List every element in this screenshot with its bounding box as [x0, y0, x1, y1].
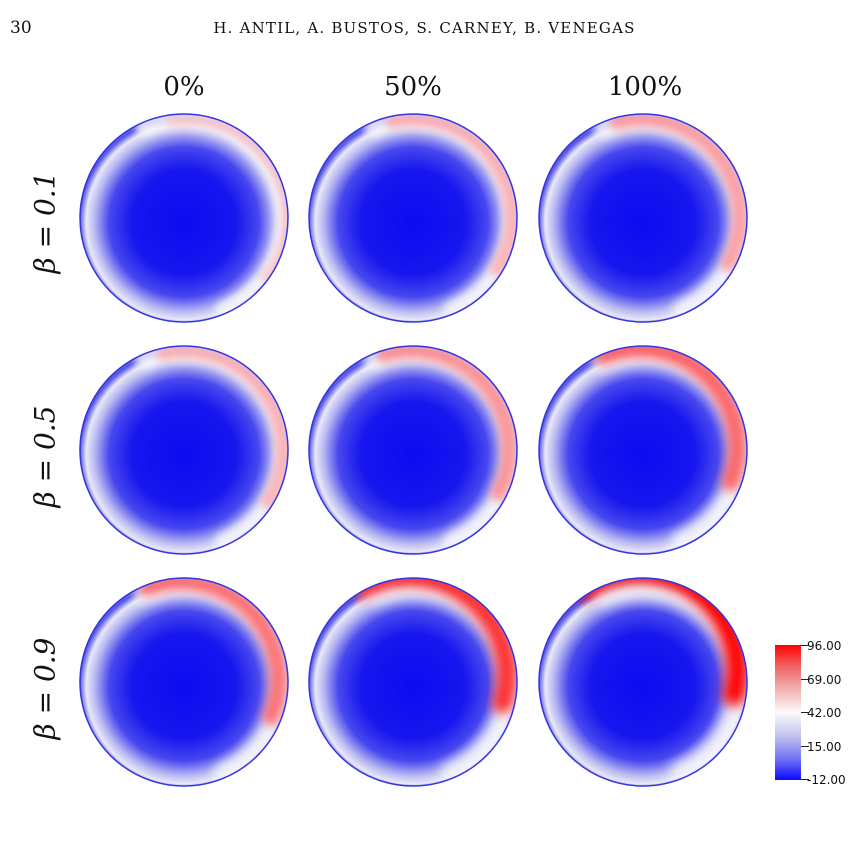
colorbar-tick: [801, 712, 809, 713]
disk-heatmap: [79, 577, 289, 787]
hot-band: [385, 114, 517, 277]
disk-heatmap: [308, 345, 518, 555]
row-label-beta-0.5: β = 0.5: [28, 405, 62, 508]
disk-field: [309, 346, 517, 554]
heatmap-panel: [75, 111, 293, 325]
disk-field: [539, 346, 747, 554]
hot-band: [609, 114, 747, 272]
disk-rim: [308, 113, 518, 323]
colorbar-label-min: -12.00: [807, 773, 846, 787]
disk-heatmap: [308, 113, 518, 323]
disk-heatmap: [79, 113, 289, 323]
disk-rim: [538, 113, 748, 323]
heatmap-panel: [75, 343, 293, 557]
heatmap-panel: [534, 575, 752, 789]
disk-field: [539, 578, 747, 786]
disk-field: [309, 578, 517, 786]
column-header-100: 100%: [607, 72, 683, 102]
row-label-beta-0.1: β = 0.1: [28, 171, 62, 274]
disk-rim: [538, 345, 748, 555]
disk-heatmap: [308, 577, 518, 787]
heatmap-panel: [304, 111, 522, 325]
hot-band: [352, 578, 517, 714]
disk-heatmap: [538, 113, 748, 323]
colorbar-label-max: 96.00: [807, 639, 842, 653]
colorbar-tick: [801, 746, 809, 747]
disk-rim: [79, 577, 289, 787]
heatmap-panel: [534, 343, 752, 557]
colorbar: [775, 645, 801, 780]
column-header-0: 0%: [163, 72, 205, 102]
disk-field: [80, 578, 288, 786]
heatmap-panel: [534, 111, 752, 325]
hot-band: [156, 346, 288, 509]
hot-band: [594, 346, 746, 492]
colorbar-label: 15.00: [807, 740, 842, 754]
disk-rim: [308, 345, 518, 555]
hot-band: [165, 114, 288, 284]
colorbar-tick: [801, 779, 809, 780]
disk-rim: [538, 577, 748, 787]
disk-field: [539, 114, 747, 322]
row-label-beta-0.9: β = 0.9: [28, 637, 62, 740]
colorbar-label-mid: 42.00: [807, 706, 842, 720]
disk-rim: [79, 345, 289, 555]
disk-field: [309, 114, 517, 322]
disk-rim: [308, 577, 518, 787]
disk-heatmap: [538, 577, 748, 787]
disk-field: [80, 114, 288, 322]
heatmap-panel: [304, 343, 522, 557]
page-number: 30: [10, 18, 32, 38]
heatmap-panel: [304, 575, 522, 789]
hot-band: [138, 578, 288, 726]
colorbar-label: 69.00: [807, 673, 842, 687]
disk-heatmap: [79, 345, 289, 555]
colorbar-tick: [801, 679, 809, 680]
heatmap-panel: [75, 575, 293, 789]
column-header-50: 50%: [384, 72, 442, 102]
disk-heatmap: [538, 345, 748, 555]
running-head: H. ANTIL, A. BUSTOS, S. CARNEY, B. VENEG…: [213, 19, 636, 37]
disk-rim: [79, 113, 289, 323]
disk-field: [80, 346, 288, 554]
hot-band: [376, 346, 517, 501]
colorbar-tick: [801, 645, 809, 646]
